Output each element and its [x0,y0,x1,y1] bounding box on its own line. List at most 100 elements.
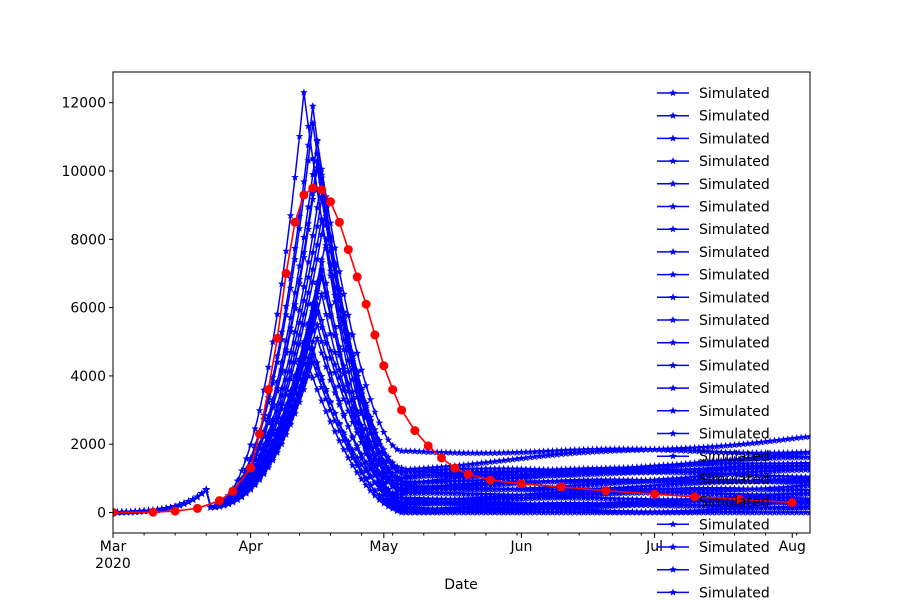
simulated-point [300,282,308,290]
simulated-point [464,465,472,473]
simulated-point [535,493,543,502]
legend-entry: Simulated [657,131,770,147]
simulated-point [744,471,752,479]
simulated-point [713,448,721,456]
simulated-point [326,271,335,279]
simulated-point [579,493,588,502]
observed-point [246,463,256,473]
simulated-point [424,497,432,505]
simulated-point [806,503,810,511]
simulated-point [548,471,557,479]
simulated-point [681,489,690,497]
simulated-point [792,503,801,511]
simulated-point [575,468,583,477]
simulated-point [380,458,388,466]
simulated-point [526,453,535,461]
simulated-point [739,476,748,485]
simulated-point [624,466,632,474]
simulated-point [331,244,339,252]
simulated-point [584,508,592,516]
simulated-point [322,220,330,228]
simulated-point [513,454,521,463]
legend-entry: Simulated [657,336,770,352]
simulated-point [575,481,583,489]
simulated-point [171,502,179,510]
observed-point [379,361,389,371]
simulated-point [300,358,308,367]
simulated-point [326,247,335,255]
simulated-point [770,503,779,511]
observed-point [170,506,180,516]
simulated-point [713,465,721,474]
simulated-point [282,430,290,438]
simulated-point [348,365,357,373]
simulated-point [282,247,290,255]
simulated-point [633,445,641,454]
simulated-point [357,389,366,397]
simulated-point [730,469,739,477]
observed-point [326,197,335,207]
simulated-point [344,453,353,461]
simulated-point [348,360,357,368]
simulated-point [304,342,313,350]
simulated-point [735,508,743,516]
simulated-point [499,495,508,503]
simulated-point [482,468,490,476]
simulated-point [477,485,486,493]
simulated-point [704,489,712,498]
simulated-point [721,505,730,513]
simulated-point [641,445,650,453]
simulated-point [801,433,810,441]
simulated-point [446,508,455,516]
simulated-point [513,500,521,508]
simulated-point [615,446,623,454]
simulated-point [708,459,717,468]
simulated-point [535,452,543,460]
simulated-point [317,337,326,345]
simulated-point [322,310,330,318]
simulated-point [526,508,535,516]
simulated-point [624,500,632,508]
simulated-point [486,504,495,512]
simulated-point [681,446,690,454]
simulated-point [428,471,437,479]
simulated-point [451,481,459,489]
simulated-point [277,279,286,288]
simulated-point [730,448,739,456]
simulated-point [619,507,628,515]
simulated-point [797,433,805,441]
simulated-point [695,501,703,509]
simulated-point [770,464,779,472]
observed-point [370,330,380,340]
simulated-point [761,499,770,507]
legend-marker [669,384,677,392]
simulated-point [477,490,486,498]
simulated-point [486,468,495,476]
x-tick-label: Aug [779,539,806,555]
simulated-point [437,448,446,456]
simulated-point [286,386,295,394]
simulated-point [757,464,765,472]
simulated-point [659,476,668,484]
y-tick-label: 8000 [70,232,106,248]
simulated-point [459,485,468,493]
simulated-point [575,448,583,456]
simulated-point [539,508,548,516]
simulated-point [499,504,508,512]
simulated-point [641,477,650,485]
simulated-point [717,490,725,498]
simulated-point [304,366,313,374]
simulated-point [304,202,313,211]
simulated-point [695,465,703,474]
simulated-point [468,485,477,493]
simulated-point [548,491,557,499]
legend-label: Simulated [699,449,770,465]
simulated-point [690,476,699,484]
simulated-point [424,489,432,497]
simulated-point [344,346,353,354]
simulated-point [704,486,712,494]
simulated-point [366,465,375,473]
simulated-point [486,471,495,479]
simulated-point [792,462,801,470]
observed-point [556,482,566,492]
